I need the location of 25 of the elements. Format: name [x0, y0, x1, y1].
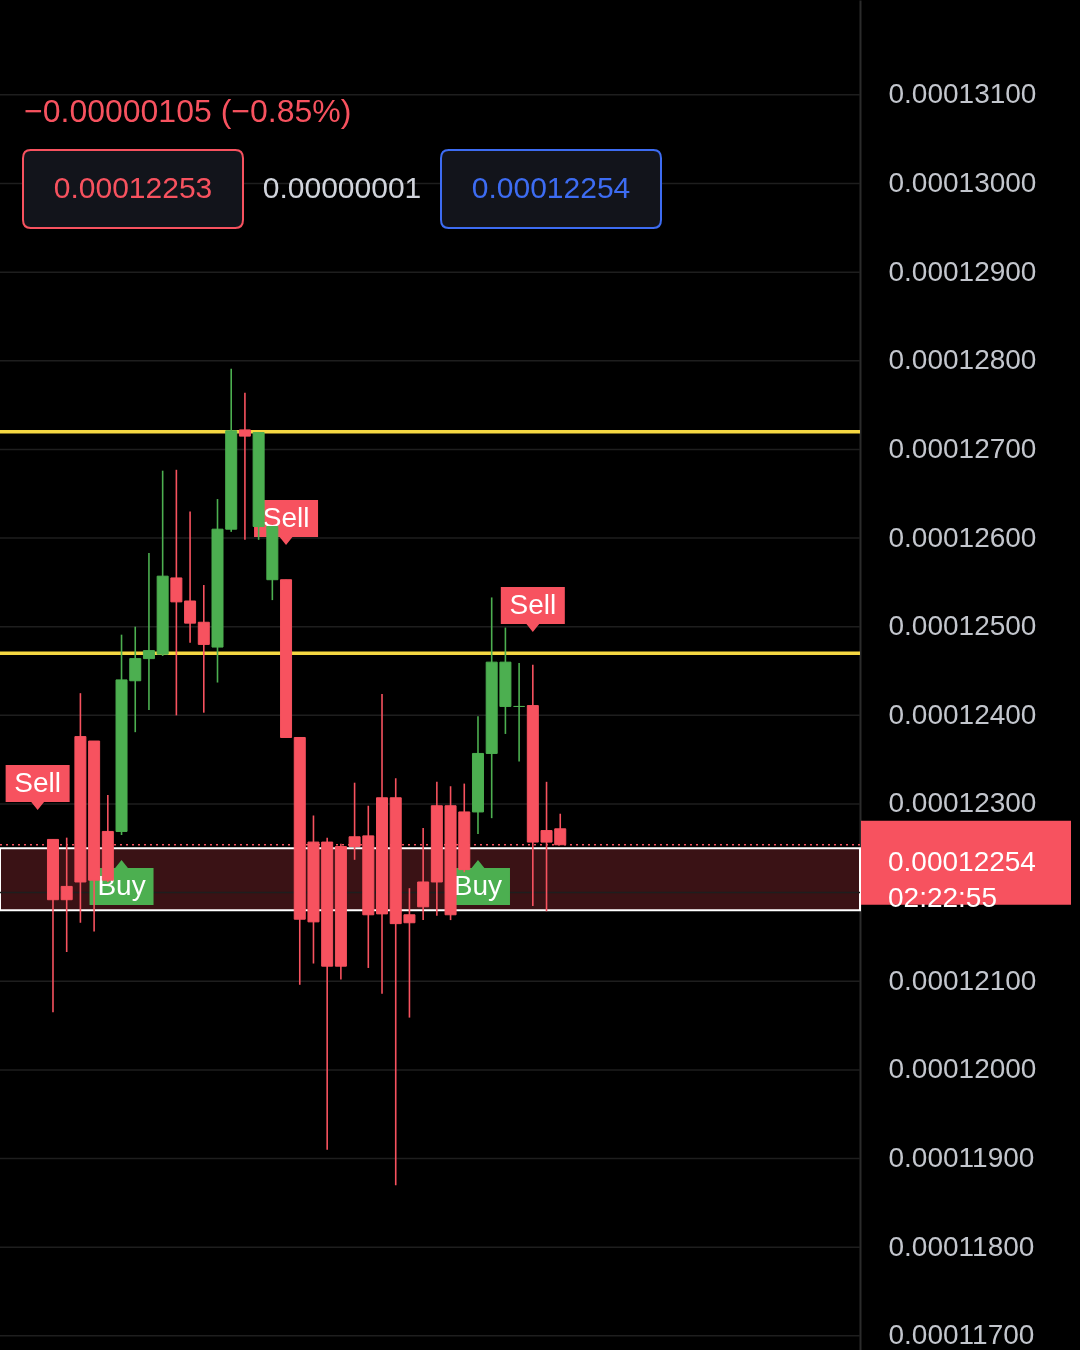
candlestick — [197, 584, 210, 714]
candlestick — [238, 391, 251, 541]
y-tick-label: 0.00012800 — [888, 344, 1037, 376]
annotation: 0.00012253 — [53, 171, 213, 204]
y-tick-label: 0.00013100 — [888, 78, 1037, 110]
annotation: Sell — [14, 767, 61, 798]
y-tick-label: 0.00011700 — [888, 1319, 1035, 1350]
candlestick — [513, 662, 526, 763]
y-tick-label: 0.00012500 — [888, 610, 1037, 642]
y-tick-label: 0.00012300 — [888, 787, 1037, 819]
candlestick — [142, 552, 155, 711]
y-tick-label: 0.00011900 — [888, 1142, 1035, 1174]
y-tick-label: 0.00012400 — [888, 698, 1037, 730]
y-tick-label: 0.00012900 — [888, 255, 1037, 287]
annotation: 0.00000001 — [262, 171, 422, 204]
text: −0.00000105 (−0.85%) — [24, 93, 352, 129]
y-tick-label: 0.00012100 — [888, 964, 1037, 996]
y-tick-label: 0.00011800 — [888, 1230, 1035, 1262]
y-tick-label: 0.00013000 — [888, 166, 1037, 198]
y-tick-label: 0.00012600 — [888, 521, 1037, 553]
y-tick-label: 0.00012000 — [888, 1053, 1037, 1085]
ref-line-label: 0.00012254 02:22:55 — [888, 845, 1036, 913]
y-tick-label: 0.00012700 — [888, 432, 1037, 464]
annotation: 0.00012254 — [471, 171, 631, 204]
annotation: Sell — [509, 589, 557, 620]
